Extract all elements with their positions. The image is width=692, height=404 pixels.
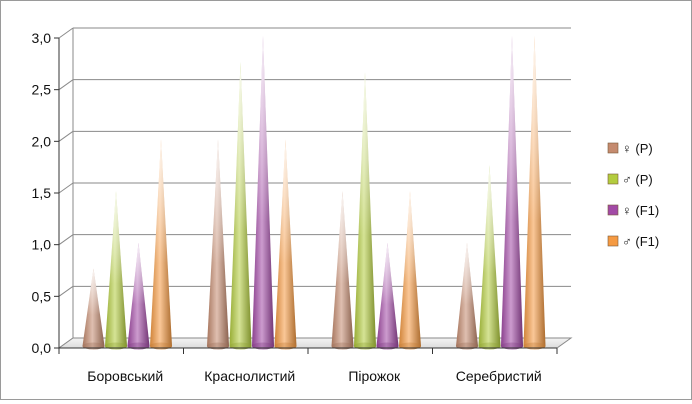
cone-bar <box>274 139 297 350</box>
legend-swatch <box>607 204 619 216</box>
cone-bar <box>376 242 399 350</box>
cone-bar <box>478 165 501 350</box>
cones <box>82 36 546 350</box>
cone-bar <box>105 191 127 350</box>
cone-bar <box>207 139 229 350</box>
cone-bar <box>127 242 150 350</box>
cone-bar <box>229 61 252 350</box>
x-tick-label: Серебристий <box>456 368 542 384</box>
gridline <box>58 130 571 142</box>
legend-label: ♀ (F1) <box>622 203 659 218</box>
y-tick-label: 1,5 <box>32 185 52 201</box>
cone-bar <box>331 191 354 350</box>
y-tick-label: 3,0 <box>32 30 52 46</box>
legend-swatch <box>607 235 619 247</box>
gridline <box>58 182 571 194</box>
legend: ♀ (P) ♂ (P) ♀ (F1) ♂ (F1) <box>607 141 659 249</box>
legend-swatch <box>607 142 619 154</box>
y-tick-label: 2,0 <box>32 133 52 149</box>
cone-bar <box>399 191 421 350</box>
legend-swatch <box>607 173 619 185</box>
x-tick-label: Краснолистий <box>204 368 295 384</box>
legend-label: ♀ (P) <box>622 141 653 156</box>
y-tick-label: 0,5 <box>32 288 52 304</box>
legend-label: ♂ (P) <box>622 172 653 187</box>
y-axis: 0,0 0,5 1,0 1,5 2,0 2,5 3,0 <box>32 30 60 356</box>
cone-bar <box>252 36 274 350</box>
y-tick-label: 1,0 <box>32 237 52 253</box>
legend-entry: ♀ (F1) <box>607 203 659 218</box>
cone-bar <box>501 36 523 350</box>
y-tick-label: 0,0 <box>32 340 52 356</box>
cone-bar <box>354 72 376 350</box>
cone-bar <box>523 36 546 350</box>
legend-label: ♂ (F1) <box>622 234 659 249</box>
gridline <box>58 27 571 39</box>
legend-entry: ♀ (P) <box>607 141 653 156</box>
y-tick-label: 2,5 <box>32 82 52 98</box>
x-tick-label: Пірожок <box>348 368 401 384</box>
cone-bar <box>150 139 172 350</box>
x-axis: Боровський Краснолистий Пірожок Серебристий <box>58 347 558 384</box>
gridline <box>58 79 571 91</box>
legend-entry: ♂ (P) <box>607 172 653 187</box>
x-tick-label: Боровський <box>87 368 163 384</box>
legend-entry: ♂ (F1) <box>607 234 659 249</box>
cone-bar <box>456 242 478 350</box>
cone-bar <box>82 268 105 350</box>
